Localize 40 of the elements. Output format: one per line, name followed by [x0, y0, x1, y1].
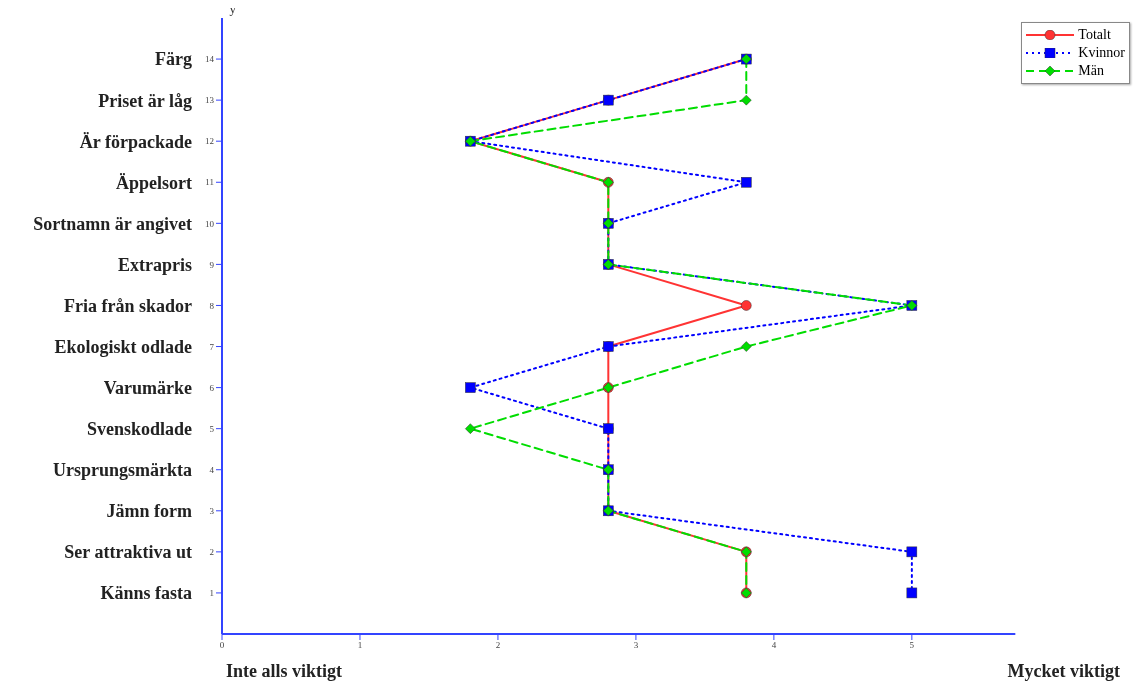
y2-tick-label: 8	[209, 300, 215, 311]
x-tick-label: 3	[633, 640, 639, 651]
y-tick-label: Svenskodlade	[86, 419, 192, 440]
y-tick-label: Extrapris	[118, 254, 192, 275]
y2-tick-label: 2	[209, 547, 214, 558]
y2-tick-label: 3	[209, 505, 215, 516]
y2-tick-label: 13	[205, 95, 215, 106]
legend-label: Kvinnor	[1078, 45, 1125, 61]
x-tick-label: 4	[771, 640, 777, 651]
y2-tick-label: 14	[205, 54, 215, 65]
y-tick-label: Sortnamn är angivet	[33, 213, 192, 234]
y-tick-label: Färg	[155, 49, 192, 70]
y2-tick-label: 12	[205, 136, 214, 147]
y-tick-label: Varumärke	[103, 377, 192, 398]
y2-tick-label: 7	[209, 341, 215, 352]
y-tick-label: Känns fasta	[100, 583, 192, 604]
y2-tick-label: 9	[209, 259, 215, 270]
text: Mycket viktigt	[1007, 661, 1120, 682]
legend-label: Män	[1078, 63, 1104, 79]
y-tick-label: Priset är låg	[98, 90, 192, 111]
y-tick-label: Ekologiskt odlade	[54, 336, 192, 357]
x-tick-label: 0	[219, 640, 225, 651]
y2-tick-label: 11	[205, 177, 214, 188]
y-tick-label: Är förpackade	[79, 131, 192, 152]
y-tick-label: Ser attraktiva ut	[64, 542, 192, 563]
y2-tick-label: 1	[209, 588, 214, 599]
y-tick-label: Ursprungsmärkta	[52, 460, 192, 481]
y-tick-label: Fria från skador	[64, 295, 193, 316]
y2-tick-label: 6	[209, 382, 215, 393]
x-tick-label: 1	[357, 640, 363, 651]
y2-tick-label: 4	[209, 464, 215, 475]
legend-label: Totalt	[1078, 27, 1111, 43]
x-tick-label: 2	[495, 640, 501, 651]
y2-axis-title: y	[229, 1, 237, 17]
x-tick-label: 5	[909, 640, 915, 651]
y-tick-label: Jämn form	[106, 501, 192, 522]
text: Inte alls viktigt	[226, 661, 343, 682]
y2-tick-label: 10	[205, 218, 215, 229]
y2-tick-label: 5	[209, 423, 215, 434]
y-tick-label: Äppelsort	[116, 172, 192, 193]
